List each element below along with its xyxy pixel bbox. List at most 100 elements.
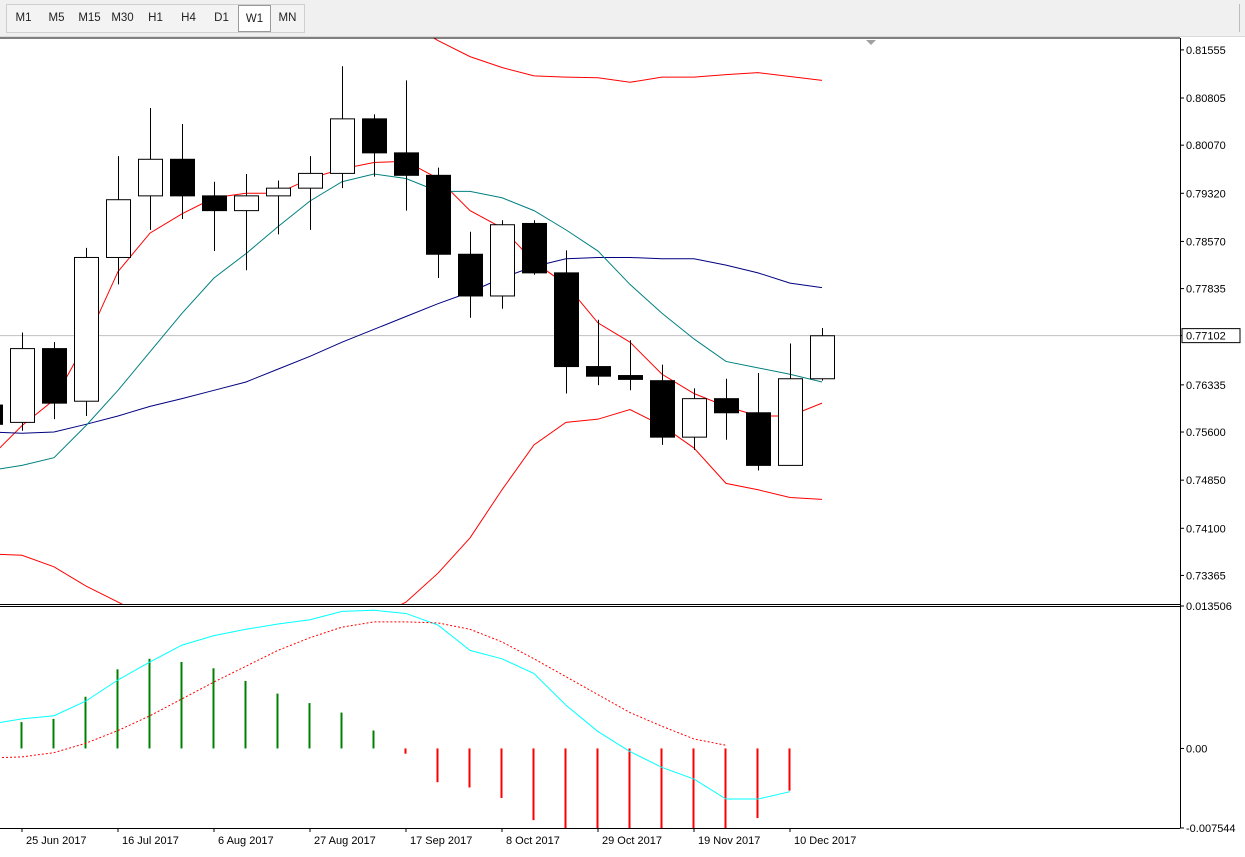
timeframe-button-d1[interactable]: D1	[214, 12, 229, 24]
osc-axis-label: -0.007544	[1186, 823, 1236, 835]
bearish-candle-body	[394, 152, 419, 176]
candle[interactable]	[202, 181, 227, 252]
bullish-candle-body	[10, 348, 35, 423]
osc-axis-label: 0.013506	[1186, 601, 1232, 613]
time-axis-label: 10 Dec 2017	[794, 835, 856, 847]
candle[interactable]	[778, 343, 803, 466]
price-axis-label: 0.79320	[1186, 188, 1226, 200]
bullish-candle-body	[74, 256, 99, 402]
bearish-candle-body	[202, 195, 227, 212]
candle[interactable]	[234, 174, 259, 271]
candle[interactable]	[170, 123, 195, 219]
candle[interactable]	[458, 231, 483, 318]
candle[interactable]	[650, 364, 675, 445]
toolbar-separator	[1239, 4, 1240, 32]
bullish-candle-body	[810, 335, 835, 380]
bullish-candle-body	[778, 378, 803, 466]
bullish-candle-body	[234, 195, 259, 212]
candle[interactable]	[682, 388, 707, 450]
time-axis-label: 17 Sep 2017	[410, 835, 472, 847]
time-axis-label: 25 Jun 2017	[26, 835, 87, 847]
candle[interactable]	[394, 80, 419, 211]
bearish-candle-body	[362, 118, 387, 154]
bearish-candle-body	[170, 158, 195, 197]
bullish-candle-body	[266, 187, 291, 197]
bearish-candle-body	[650, 380, 675, 438]
time-axis-label: 6 Aug 2017	[218, 835, 274, 847]
timeframe-button-m15[interactable]: M15	[78, 12, 101, 24]
candle[interactable]	[746, 372, 771, 471]
candle[interactable]	[490, 220, 515, 309]
bearish-candle-body	[522, 222, 547, 274]
candle[interactable]	[266, 180, 291, 235]
price-axis-label: 0.77102	[1186, 331, 1226, 343]
candle[interactable]	[10, 332, 35, 431]
bearish-candle-body	[426, 174, 451, 255]
bearish-candle-body	[554, 272, 579, 368]
candle[interactable]	[0, 399, 3, 425]
bullish-candle-body	[138, 158, 163, 197]
price-axis-label: 0.74850	[1186, 475, 1226, 487]
candle[interactable]	[810, 328, 835, 381]
price-axis-label: 0.81555	[1186, 45, 1226, 57]
candle[interactable]	[522, 220, 547, 275]
bearish-candle-body	[42, 348, 67, 404]
current-price-box	[1181, 328, 1241, 344]
oscillator-dotted-line	[0, 621, 727, 759]
candle[interactable]	[362, 114, 387, 177]
slow-moving-average-line	[0, 256, 823, 434]
oscillator-signal-line	[0, 609, 791, 800]
bullish-candle-body	[298, 172, 323, 189]
candle[interactable]	[586, 319, 611, 386]
timeframe-button-m5[interactable]: M5	[48, 12, 65, 24]
time-axis-label: 29 Oct 2017	[602, 835, 662, 847]
price-axis-label: 0.75600	[1186, 427, 1226, 439]
bearish-candle-body	[618, 375, 643, 380]
candle[interactable]	[106, 156, 131, 285]
time-axis-label: 27 Aug 2017	[314, 835, 376, 847]
bullish-candle-body	[490, 224, 515, 297]
timeframe-button-m1[interactable]: M1	[15, 12, 32, 24]
price-axis-label: 0.76335	[1186, 380, 1226, 392]
chart-axes: 0.81555 0.80805 0.80070 0.79320 0.78570 0.778…	[0, 37, 1241, 847]
bullish-candle-body	[330, 118, 355, 174]
timeframe-button-h1[interactable]: H1	[148, 12, 163, 24]
bollinger-lower-line	[0, 409, 823, 604]
timeframe-button-group: M1 M5 M15 M30 H1 H4 D1 W1 MN	[6, 4, 305, 33]
candle[interactable]	[138, 107, 163, 230]
candle[interactable]	[42, 342, 67, 420]
timeframe-button-mn[interactable]: MN	[278, 12, 297, 24]
bearish-candle-body	[458, 253, 483, 297]
osc-axis-label: 0.00	[1186, 743, 1207, 755]
price-axis-label: 0.80070	[1186, 140, 1226, 152]
timeframe-button-h4[interactable]: H4	[181, 12, 196, 24]
bearish-candle-body	[714, 398, 739, 414]
bullish-candle-body	[682, 398, 707, 438]
oscillator-pane[interactable]	[0, 609, 791, 842]
price-axis-label: 0.80805	[1186, 93, 1226, 105]
bearish-candle-body	[0, 404, 3, 425]
candle[interactable]	[426, 167, 451, 279]
price-axis-label: 0.77835	[1186, 284, 1226, 296]
bearish-candle-body	[746, 412, 771, 466]
candle[interactable]	[330, 66, 355, 189]
timeframe-button-w1[interactable]: W1	[238, 5, 271, 32]
main-price-pane[interactable]	[0, 0, 1180, 644]
candle[interactable]	[714, 378, 739, 440]
price-axis-label: 0.74100	[1186, 523, 1226, 535]
timeframe-button-m30[interactable]: M30	[111, 12, 134, 24]
timeframe-toolbar: M1 M5 M15 M30 H1 H4 D1 W1 MN	[0, 0, 1245, 37]
time-axis-label: 16 Jul 2017	[122, 835, 179, 847]
candle[interactable]	[74, 247, 99, 416]
time-axis-label: 8 Oct 2017	[506, 835, 560, 847]
bullish-candle-body	[106, 199, 131, 258]
bollinger-upper-line	[432, 38, 823, 83]
price-axis-label: 0.78570	[1186, 236, 1226, 248]
candle[interactable]	[554, 250, 579, 394]
price-axis-label: 0.73365	[1186, 570, 1226, 582]
candle[interactable]	[298, 156, 323, 230]
chart-shift-marker-icon[interactable]	[866, 40, 876, 45]
bearish-candle-body	[586, 366, 611, 377]
candle[interactable]	[618, 340, 643, 391]
